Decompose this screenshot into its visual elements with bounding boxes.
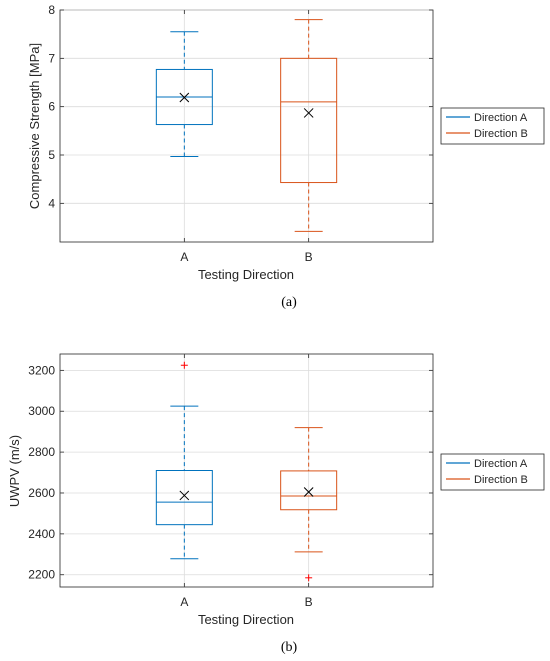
- y-tick-label: 2600: [28, 486, 55, 500]
- mean-marker: [303, 487, 314, 497]
- mean-marker: [179, 92, 190, 103]
- y-tick-label: 2800: [28, 445, 55, 459]
- panel-label-b: (b): [281, 640, 298, 655]
- legend-box-b: [440, 453, 545, 491]
- y-tick-label: 6: [48, 100, 55, 114]
- y-axis-ticks-b: 2200 2400 2600 2800 3000 3200: [28, 363, 433, 582]
- mean-marker: [303, 108, 314, 118]
- y-axis-ticks-a: 4 5 6 7 8: [48, 3, 433, 210]
- x-tick-label: A: [180, 250, 188, 264]
- box-b: [280, 19, 338, 232]
- y-tick-label: 4: [48, 196, 55, 210]
- legend-label-direction-a: Direction A: [474, 112, 528, 124]
- legend-b: Direction A Direction B: [440, 453, 545, 491]
- boxes-b: [155, 361, 338, 582]
- y-tick-label: 8: [48, 3, 55, 17]
- y-tick-label: 3200: [28, 363, 55, 377]
- mean-marker: [179, 490, 190, 501]
- plot-area-a: [59, 9, 434, 243]
- y-tick-label: 5: [48, 148, 55, 162]
- y-tick-label: 2400: [28, 527, 55, 541]
- box-iqr: [280, 57, 338, 184]
- legend-a: Direction A Direction B: [440, 107, 545, 145]
- y-axis-label-a: Compressive Strength [MPa]: [27, 43, 42, 209]
- y-tick-label: 2200: [28, 568, 55, 582]
- box-a: [155, 31, 213, 157]
- y-axis-label-b: UWPV (m/s): [7, 435, 22, 507]
- x-axis-label-b: Testing Direction: [198, 612, 294, 627]
- plot-area-b: [59, 353, 434, 588]
- panel-label-a: (a): [281, 295, 297, 310]
- y-tick-label: 7: [48, 51, 55, 65]
- x-axis-label-a: Testing Direction: [198, 267, 294, 282]
- box-a: [155, 361, 213, 560]
- legend-box-a: [440, 107, 545, 145]
- y-tick-label: 3000: [28, 404, 55, 418]
- box-iqr: [155, 470, 213, 526]
- legend-label-direction-a: Direction A: [474, 458, 528, 470]
- boxes-a: [155, 19, 338, 232]
- legend-label-direction-b: Direction B: [474, 128, 528, 140]
- box-b: [280, 427, 338, 582]
- x-tick-label: B: [305, 250, 313, 264]
- x-tick-label: B: [305, 595, 313, 609]
- legend-label-direction-b: Direction B: [474, 474, 528, 486]
- box-iqr: [280, 470, 338, 511]
- x-tick-label: A: [180, 595, 188, 609]
